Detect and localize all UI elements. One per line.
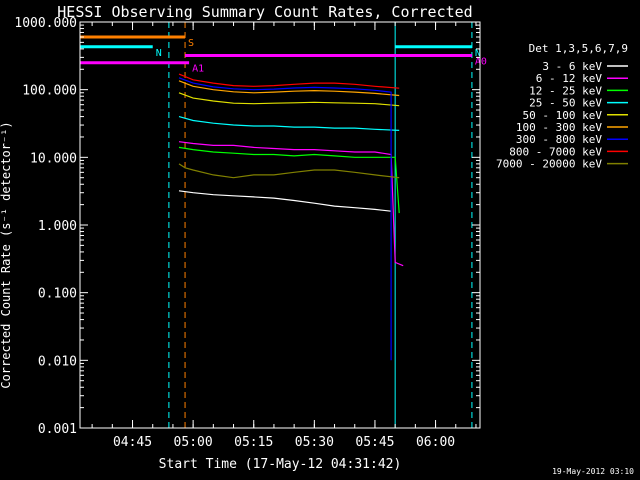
state-bar-label-3: A0 xyxy=(475,56,487,67)
y-tick-label-6: 1000.000 xyxy=(14,16,77,31)
x-tick-label-0: 04:45 xyxy=(113,435,152,450)
chart-title: HESSI Observing Summary Count Rates, Cor… xyxy=(57,3,472,21)
series-line-0 xyxy=(178,190,392,212)
series-line-6 xyxy=(178,77,392,361)
legend-label-8: 7000 - 20000 keV xyxy=(496,158,602,171)
series-line-3 xyxy=(178,116,400,131)
x-tick-label-2: 05:15 xyxy=(234,435,273,450)
y-tick-label-5: 100.000 xyxy=(22,84,77,99)
footer-date: 19-May-2012 03:10 xyxy=(552,467,634,476)
legend-label-0: 3 - 6 keV xyxy=(542,60,602,73)
y-tick-label-4: 10.000 xyxy=(30,151,77,166)
x-tick-label-3: 05:30 xyxy=(295,435,334,450)
y-tick-label-2: 0.100 xyxy=(38,287,77,302)
legend-label-3: 25 - 50 keV xyxy=(529,97,602,110)
x-tick-label-1: 05:00 xyxy=(174,435,213,450)
legend-label-6: 300 - 800 keV xyxy=(516,133,602,146)
state-bar-label-0: S xyxy=(188,38,194,49)
series-line-1 xyxy=(178,141,404,267)
state-bar-label-1: N xyxy=(156,48,162,59)
legend-label-2: 12 - 25 keV xyxy=(529,84,602,97)
y-tick-label-3: 1.000 xyxy=(38,219,77,234)
y-tick-label-0: 0.001 xyxy=(38,422,77,437)
axes: 0.001 0.010 0.100 1.000 10.000 100.000 1000.00… xyxy=(14,16,481,450)
series-line-5 xyxy=(178,80,400,97)
state-bar-label-4: A1 xyxy=(192,64,204,75)
y-axis-label: Corrected Count Rate (s⁻¹ detector⁻¹) xyxy=(0,121,13,388)
legend-label-5: 100 - 300 keV xyxy=(516,121,602,134)
plot-frame xyxy=(79,21,481,429)
x-tick-label-5: 06:00 xyxy=(416,435,455,450)
y-tick-label-1: 0.010 xyxy=(38,354,77,369)
state-bar-label-2: N xyxy=(475,48,481,59)
legend-label-1: 6 - 12 keV xyxy=(536,72,603,85)
x-tick-label-4: 05:45 xyxy=(355,435,394,450)
series-line-8 xyxy=(178,163,400,179)
series-line-7 xyxy=(178,73,400,89)
legend-title: Det 1,3,5,6,7,9 xyxy=(529,42,628,55)
series-line-4 xyxy=(178,92,400,107)
legend-label-4: 50 - 100 keV xyxy=(523,109,603,122)
legend-label-7: 800 - 7000 keV xyxy=(509,145,602,158)
x-axis-label: Start Time (17-May-12 04:31:42) xyxy=(159,457,402,472)
series-line-2 xyxy=(178,146,400,214)
